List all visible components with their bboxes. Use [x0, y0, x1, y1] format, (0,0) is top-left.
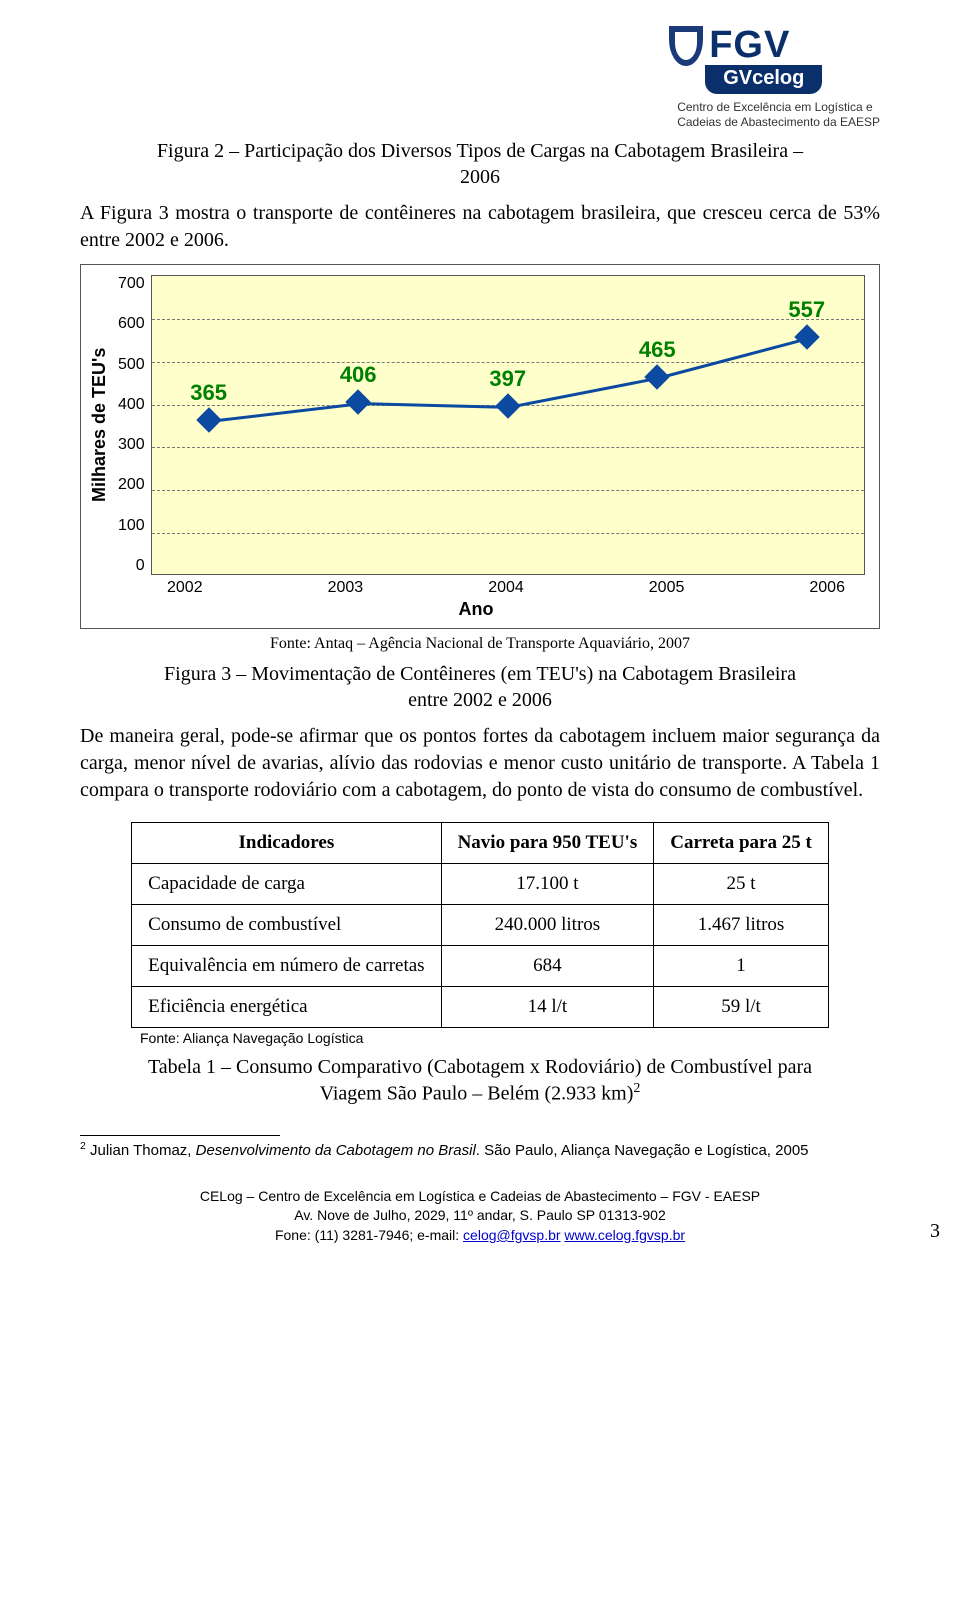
chart-xtick: 2003	[328, 579, 364, 597]
chart-ytick: 0	[136, 557, 145, 575]
chart-gridline	[152, 447, 864, 448]
table-header: Indicadores	[132, 823, 441, 864]
figure3-caption-l2: entre 2002 e 2006	[408, 689, 552, 711]
paragraph-1: A Figura 3 mostra o transporte de contêi…	[80, 200, 880, 254]
table-row: Equivalência em número de carretas6841	[132, 946, 829, 987]
chart-marker	[644, 364, 669, 389]
paragraph-2: De maneira geral, pode-se afirmar que os…	[80, 723, 880, 804]
chart-gridline	[152, 319, 864, 320]
page-footer: CELog – Centro de Excelência em Logístic…	[80, 1187, 880, 1246]
footer-site-link[interactable]: www.celog.fgvsp.br	[564, 1227, 685, 1243]
footnote-post: . São Paulo, Aliança Navegação e Logísti…	[476, 1142, 809, 1159]
chart-xtick: 2006	[809, 579, 845, 597]
chart-datalabel: 557	[788, 297, 825, 323]
figure2-caption: Figura 2 – Participação dos Diversos Tip…	[80, 138, 880, 190]
figure3-caption-l1: Figura 3 – Movimentação de Contêineres (…	[164, 663, 796, 685]
table-cell: 25 t	[654, 864, 829, 905]
table-cell: Capacidade de carga	[132, 864, 441, 905]
table-cell: 59 l/t	[654, 987, 829, 1028]
table-cell: 14 l/t	[441, 987, 654, 1028]
table-cell: 684	[441, 946, 654, 987]
chart-marker	[794, 325, 819, 350]
chart-datalabel: 465	[639, 337, 676, 363]
chart-xtick: 2004	[488, 579, 524, 597]
footer-line-3: Fone: (11) 3281-7946; e-mail: celog@fgvs…	[80, 1226, 880, 1246]
table-cell: 17.100 t	[441, 864, 654, 905]
fgv-wordmark: FGV	[709, 24, 790, 67]
chart-ytick: 300	[118, 436, 145, 454]
table-cell: 1.467 litros	[654, 905, 829, 946]
chart-ytick: 500	[118, 356, 145, 374]
header-logo: FGV GVcelog Centro de Excelência em Logí…	[80, 24, 880, 130]
table1-caption-l1: Tabela 1 – Consumo Comparativo (Cabotage…	[148, 1056, 812, 1078]
chart-ytick: 600	[118, 315, 145, 333]
chart-ytick: 400	[118, 396, 145, 414]
footnote-pre: Julian Thomaz,	[86, 1142, 196, 1159]
chart-datalabel: 397	[489, 366, 526, 392]
table-row: Capacidade de carga17.100 t25 t	[132, 864, 829, 905]
table1-caption: Tabela 1 – Consumo Comparativo (Cabotage…	[80, 1054, 880, 1107]
teu-line-chart: Milhares de TEU's 700 600 500 400 300 200 100 0…	[80, 264, 880, 629]
chart-source: Fonte: Antaq – Agência Nacional de Trans…	[80, 635, 880, 653]
chart-line-segment	[358, 402, 508, 409]
chart-xlabel: Ano	[87, 599, 865, 620]
chart-gridline	[152, 362, 864, 363]
chart-gridline	[152, 533, 864, 534]
chart-x-ticks: 2002 2003 2004 2005 2006	[147, 579, 865, 597]
chart-datalabel: 406	[340, 362, 377, 388]
comparison-table: IndicadoresNavio para 950 TEU'sCarreta p…	[131, 822, 829, 1028]
gvcelog-pill: GVcelog	[705, 65, 822, 94]
table-header: Carreta para 25 t	[654, 823, 829, 864]
chart-plot-area: 365 406 397 465 557	[151, 275, 865, 575]
table-source: Fonte: Aliança Navegação Logística	[140, 1030, 880, 1046]
logo-subtitle-1: Centro de Excelência em Logística e	[677, 100, 880, 115]
chart-ylabel: Milhares de TEU's	[87, 275, 112, 575]
chart-marker	[196, 407, 221, 432]
table-row: Consumo de combustível240.000 litros1.46…	[132, 905, 829, 946]
table-cell: 240.000 litros	[441, 905, 654, 946]
figure3-caption: Figura 3 – Movimentação de Contêineres (…	[80, 661, 880, 713]
chart-y-ticks: 700 600 500 400 300 200 100 0	[112, 275, 151, 575]
chart-datalabel: 365	[190, 380, 227, 406]
chart-marker	[495, 393, 520, 418]
table-header: Navio para 950 TEU's	[441, 823, 654, 864]
footnote-rule	[80, 1135, 280, 1136]
footnote-italic: Desenvolvimento da Cabotagem no Brasil	[196, 1142, 476, 1159]
chart-xtick: 2005	[649, 579, 685, 597]
table-cell: Consumo de combustível	[132, 905, 441, 946]
table-row: Eficiência energética14 l/t59 l/t	[132, 987, 829, 1028]
page-number: 3	[930, 1217, 940, 1245]
footer-email-link[interactable]: celog@fgvsp.br	[463, 1227, 560, 1243]
chart-ytick: 700	[118, 275, 145, 293]
figure2-caption-l2: 2006	[460, 166, 500, 188]
chart-xtick: 2002	[167, 579, 203, 597]
footer-line-2: Av. Nove de Julho, 2029, 11º andar, S. P…	[80, 1206, 880, 1226]
table1-caption-l2: Viagem São Paulo – Belém (2.933 km)	[320, 1083, 634, 1105]
chart-line-segment	[657, 337, 807, 379]
table-cell: Equivalência em número de carretas	[132, 946, 441, 987]
chart-ytick: 200	[118, 476, 145, 494]
logo-subtitle-2: Cadeias de Abastecimento da EAESP	[677, 115, 880, 130]
chart-marker	[345, 389, 370, 414]
table-cell: Eficiência energética	[132, 987, 441, 1028]
chart-ytick: 100	[118, 517, 145, 535]
figure2-caption-l1: Figura 2 – Participação dos Diversos Tip…	[157, 140, 803, 162]
table1-caption-sup: 2	[633, 1081, 640, 1096]
footnote: 2 Julian Thomaz, Desenvolvimento da Cabo…	[80, 1140, 880, 1159]
table-cell: 1	[654, 946, 829, 987]
footer-line-1: CELog – Centro de Excelência em Logístic…	[80, 1187, 880, 1207]
chart-gridline	[152, 490, 864, 491]
fgv-shield-icon	[669, 26, 703, 66]
footer-phone: Fone: (11) 3281-7946; e-mail:	[275, 1227, 463, 1243]
